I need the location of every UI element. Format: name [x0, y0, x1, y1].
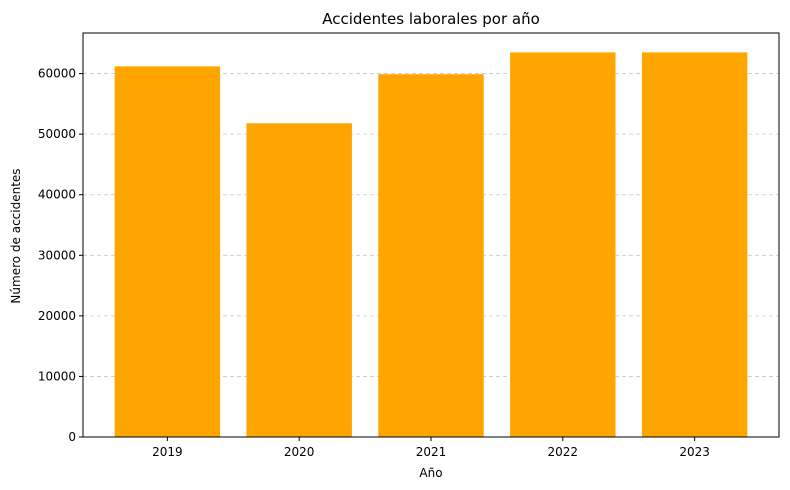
- bars: [114, 52, 748, 438]
- y-tick-label: 10000: [38, 369, 76, 383]
- x-tick-label: 2023: [679, 445, 710, 459]
- y-tick-label: 60000: [38, 67, 76, 81]
- y-tick-label: 50000: [38, 127, 76, 141]
- x-tick-label: 2019: [152, 445, 183, 459]
- y-tick-label: 30000: [38, 248, 76, 262]
- x-tick-label: 2020: [284, 445, 315, 459]
- x-tick-label: 2022: [548, 445, 579, 459]
- bar-2020: [246, 123, 352, 438]
- bar-2019: [114, 66, 221, 437]
- bar-2023: [641, 52, 748, 437]
- y-axis-ticks: 0 10000 20000 30000 40000 50000 60000: [38, 67, 83, 444]
- y-axis-label: Número de accidentes: [9, 168, 23, 303]
- chart-title: Accidentes laborales por año: [322, 10, 540, 28]
- bar-2022: [510, 52, 616, 437]
- x-tick-label: 2021: [416, 445, 447, 459]
- y-tick-label: 40000: [38, 188, 76, 202]
- x-axis-ticks: 2019 2020 2021 2022 2023: [152, 437, 710, 459]
- x-axis-label: Año: [419, 466, 442, 480]
- y-tick-label: 20000: [38, 309, 76, 323]
- bar-2021: [378, 74, 484, 437]
- y-tick-label: 0: [68, 430, 76, 444]
